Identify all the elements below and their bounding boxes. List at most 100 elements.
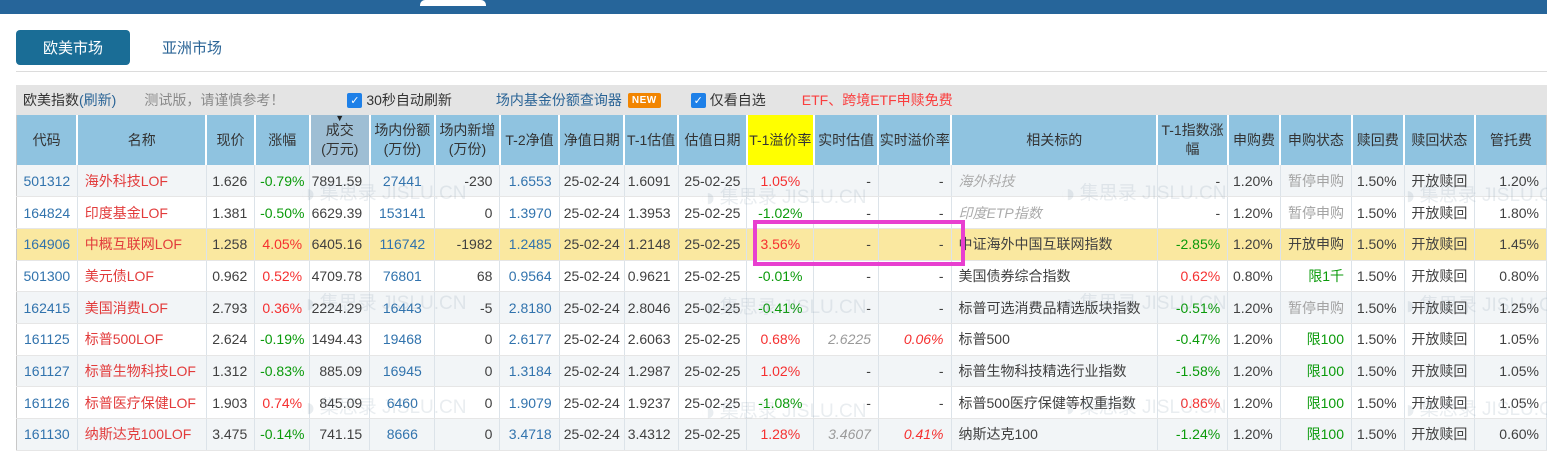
auto-refresh-checkbox[interactable]: ✓ [347,92,363,108]
col-header-t1-estimate[interactable]: T-1估值 [624,115,680,165]
t2-nav-cell: 1.2485 [499,228,560,261]
table-row[interactable]: 161125 标普500LOF 2.624 -0.19% 1494.43 19468 0 2.… [16,323,1547,356]
estimate-date-cell: 25-02-25 [678,165,748,198]
fund-table-wrap: 代码 名称 现价 涨幅 成交 (万元) ▼ 场内份额 (万份) 场内新增 (万份) T-2净值净… [16,114,1547,451]
tab-us-eu-market[interactable]: 欧美市场 [16,30,131,65]
t1-premium-cell: -0.01% [746,260,815,293]
price-cell: 3.475 [206,418,256,451]
subscribe-status-cell: 暂停申购 [1280,165,1353,198]
table-row[interactable]: 501300 美元债LOF 0.962 0.52% 4709.78 76801 68 0.95… [16,260,1547,293]
t1-premium-cell: 1.02% [746,355,815,388]
col-header-subscribe-fee[interactable]: 申购费 [1227,115,1282,165]
col-header-redeem-status[interactable]: 赎回状态 [1404,115,1476,165]
table-row[interactable]: 161126 标普医疗保健LOF 1.903 0.74% 845.09 6460 0 1.90… [16,386,1547,419]
code-cell[interactable]: 161126 [16,386,78,419]
col-header-change[interactable]: 涨幅 [254,115,311,165]
nav-date-cell: 25-02-24 [559,323,625,356]
col-header-t1-index-change[interactable]: T-1指数涨幅 [1157,115,1229,165]
col-header-shares[interactable]: 场内份额 (万份) [369,115,436,165]
shares-added-cell: 68 [434,260,501,293]
estimate-date-cell: 25-02-25 [678,355,748,388]
code-cell[interactable]: 164906 [16,228,78,261]
col-header-turnover[interactable]: 成交 (万元) ▼ [309,114,371,165]
name-cell[interactable]: 中概互联网LOF [77,228,207,261]
col-header-related-index[interactable]: 相关标的 [951,115,1159,165]
related-index-cell: 标普可选消费品精选版块指数 [951,291,1158,324]
mgmt-fee-cell: 1.80% [1474,196,1547,229]
subscribe-fee-cell: 0.80% [1227,260,1281,293]
toolbar: 欧美指数 (刷新) 测试版，请谨慎参考！ ✓ 30秒自动刷新 场内基金份额查询器… [16,85,1547,115]
subscribe-fee-cell: 1.20% [1227,165,1281,198]
code-cell[interactable]: 161127 [16,355,78,388]
col-header-shares-added[interactable]: 场内新增 (万份) [434,115,501,165]
code-cell[interactable]: 162415 [16,291,78,324]
t2-nav-cell: 0.9564 [499,260,560,293]
t1-index-chg-cell: -2.85% [1157,228,1229,261]
subscribe-fee-cell: 1.20% [1227,196,1281,229]
t1-premium-cell: -1.08% [746,386,815,419]
col-header-nav-date[interactable]: 净值日期 [559,115,626,165]
col-header-realtime-prem[interactable]: 实时溢价率 [878,115,953,165]
code-cell[interactable]: 501300 [16,260,78,293]
change-cell: 0.74% [254,386,311,419]
tab-asia-market[interactable]: 亚洲市场 [162,40,223,57]
realtime-prem-cell: - [878,386,952,419]
col-header-code[interactable]: 代码 [16,115,79,165]
name-cell[interactable]: 标普500LOF [77,323,207,356]
col-header-estimate-date[interactable]: 估值日期 [678,115,748,165]
table-row[interactable]: 161130 纳斯达克100LOF 3.475 -0.14% 741.15 8666 0 3.… [16,418,1547,451]
shares-cell: 8666 [369,418,436,451]
table-row[interactable]: 164906 中概互联网LOF 1.258 4.05% 6405.16 116742 -19… [16,228,1547,261]
warning-text: 测试版，请谨慎参考！ [144,92,285,108]
realtime-est-cell: - [813,260,879,293]
name-cell[interactable]: 海外科技LOF [77,165,207,198]
col-header-name[interactable]: 名称 [77,115,208,165]
estimate-date-cell: 25-02-25 [678,196,748,229]
redeem-status-cell: 开放赎回 [1404,323,1476,356]
table-row[interactable]: 161127 标普生物科技LOF 1.312 -0.83% 885.09 16945 0 1.… [16,355,1547,388]
refresh-link[interactable]: (刷新) [79,92,117,108]
col-header-t2-nav[interactable]: T-2净值 [499,115,561,165]
table-row[interactable]: 162415 美国消费LOF 2.793 0.36% 2224.29 16443 -5 2.8… [16,291,1547,324]
new-badge: NEW [627,92,661,108]
table-row[interactable]: 501312 海外科技LOF 1.626 -0.79% 7891.59 27441 -230… [16,165,1547,198]
realtime-est-cell: - [813,291,879,324]
realtime-prem-cell: - [878,260,952,293]
nav-date-cell: 25-02-24 [559,418,625,451]
t1-estimate-cell: 2.6063 [624,323,679,356]
col-header-price[interactable]: 现价 [206,115,256,165]
subscribe-status-cell: 限100 [1280,323,1353,356]
subscribe-fee-cell: 1.20% [1227,323,1281,356]
auto-refresh-label: 30秒自动刷新 [366,92,452,108]
name-cell[interactable]: 印度基金LOF [77,196,207,229]
col-header-subscribe-status[interactable]: 申购状态 [1280,115,1353,165]
code-cell[interactable]: 164824 [16,196,78,229]
price-cell: 1.381 [206,196,256,229]
turnover-cell: 885.09 [309,355,371,388]
col-header-t1-premium[interactable]: T-1溢价率 [746,115,815,165]
name-cell[interactable]: 标普生物科技LOF [77,355,207,388]
share-query-tool-link[interactable]: 场内基金份额查询器 [495,92,622,108]
table-row[interactable]: 164824 印度基金LOF 1.381 -0.50% 6629.39 153141 0 1.… [16,196,1547,229]
mgmt-fee-cell: 1.45% [1474,228,1547,261]
fund-table: 代码 名称 现价 涨幅 成交 (万元) ▼ 场内份额 (万份) 场内新增 (万份) T-2净值净… [16,114,1547,451]
col-header-redeem-fee[interactable]: 赎回费 [1351,115,1406,165]
col-header-realtime-est[interactable]: 实时估值 [813,115,880,165]
price-cell: 1.626 [206,165,256,198]
mgmt-fee-cell: 1.05% [1474,355,1547,388]
subscribe-status-cell: 限100 [1280,355,1353,388]
code-cell[interactable]: 501312 [16,165,78,198]
name-cell[interactable]: 纳斯达克100LOF [77,418,207,451]
name-cell[interactable]: 标普医疗保健LOF [77,386,207,419]
top-active-tab-remnant[interactable] [420,0,486,6]
col-header-mgmt-fee[interactable]: 管托费 [1474,115,1547,165]
turnover-cell: 2224.29 [309,291,371,324]
only-watchlist-checkbox[interactable]: ✓ [690,92,706,108]
name-cell[interactable]: 美国消费LOF [77,291,207,324]
t2-nav-cell: 2.6177 [499,323,560,356]
code-cell[interactable]: 161130 [16,418,78,451]
t2-nav-cell: 1.6553 [499,165,560,198]
code-cell[interactable]: 161125 [16,323,78,356]
nav-date-cell: 25-02-24 [559,291,625,324]
name-cell[interactable]: 美元债LOF [77,260,207,293]
